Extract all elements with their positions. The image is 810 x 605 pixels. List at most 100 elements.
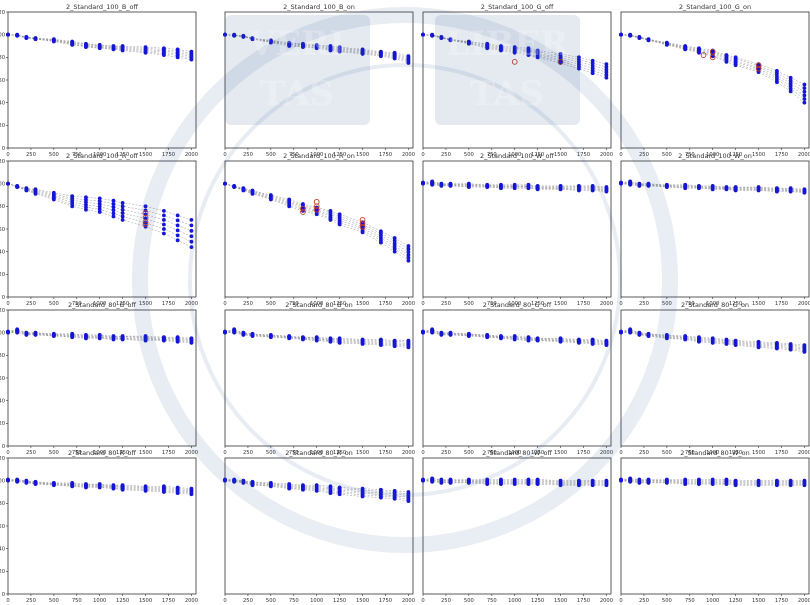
data-point [590,483,595,488]
data-point [162,490,166,494]
data-point [697,50,701,55]
x-tick-label: 1500 [554,301,567,307]
trend-line [224,331,409,345]
trend-line [7,183,192,242]
x-tick-label: 500 [662,450,672,456]
data-point [802,93,807,98]
x-tick-label: 500 [49,450,59,456]
trend-line [224,331,409,347]
x-tick-label: 500 [464,301,474,307]
data-point [697,482,701,486]
y-tick-label: 120 [0,159,5,165]
x-tick-label: 1250 [333,450,346,456]
data-point [619,181,623,186]
data-point [526,186,531,191]
x-tick-label: 1000 [310,598,323,604]
data-point [175,228,180,233]
data-point [577,340,581,345]
trend-line [422,182,607,190]
x-tick-label: 750 [685,152,695,158]
data-point [301,487,305,492]
data-point [646,334,651,338]
trend-line [224,330,409,344]
data-point [97,46,102,51]
data-point [604,70,609,75]
y-tick-label: 100 [0,32,5,38]
chart-panel: 2_Standard_80_G_on 0 250 500 750 1000 1250 1500… [619,301,810,456]
x-tick-label: 0 [6,152,9,158]
data-point [314,212,319,217]
x-tick-label: 0 [421,301,424,307]
outlier-point [359,220,366,227]
x-tick-label: 0 [619,598,622,604]
data-point [111,47,116,52]
data-point [111,208,116,213]
trend-line [7,34,192,60]
data-point [189,340,194,345]
data-point [637,36,642,40]
trend-line [8,479,192,489]
trend-line [620,34,805,93]
data-point [337,49,342,54]
x-tick-label: 0 [421,450,424,456]
trend-line [224,479,409,498]
plot-frame [224,11,414,149]
data-point [724,482,729,486]
data-point [683,482,688,486]
y-tick-label: 80 [0,55,5,61]
data-point [24,333,29,337]
outlier-point [511,59,518,65]
x-tick-label: 0 [223,152,226,158]
x-tick-label: 250 [26,598,36,604]
x-tick-label: 1000 [706,598,719,604]
trend-line [7,330,192,341]
x-tick-label: 1500 [752,152,765,158]
x-tick-label: 750 [289,301,299,307]
trend-line [7,331,192,342]
y-tick-label: 60 [0,376,5,382]
data-point [604,75,609,80]
data-point [111,198,116,203]
trend-line [224,329,409,341]
trend-line [422,329,607,342]
y-tick-label: 20 [0,569,5,575]
data-point [724,187,729,192]
trend-line [225,332,409,348]
data-point [223,32,227,37]
data-point [788,347,793,352]
data-point [392,496,397,501]
plot-frame [620,11,810,149]
x-tick-label: 1500 [356,152,369,158]
outlier-point [300,205,306,212]
x-tick-label: 1750 [775,450,788,456]
data-point [710,482,715,486]
trend-line [620,329,805,347]
y-tick-label: 40 [0,546,5,552]
data-point [788,483,793,488]
trend-line [422,183,607,192]
y-tick-label: 20 [0,123,5,129]
trend-line [422,331,607,344]
x-tick-label: 0 [421,598,424,604]
data-point [485,482,490,486]
outlier-point [300,209,306,215]
y-tick-label: 60 [0,524,5,530]
y-tick-label: 0 [2,295,5,301]
data-point [756,483,761,488]
y-tick-label: 20 [0,421,5,427]
data-point [33,191,38,196]
x-tick-label: 1500 [139,152,152,158]
data-point [120,218,125,222]
x-tick-label: 1500 [554,450,567,456]
data-point [143,338,148,343]
data-point [646,38,651,43]
plot-frame [422,309,612,447]
x-tick-label: 1500 [752,598,765,604]
trend-line [620,330,805,349]
data-point [406,255,411,260]
x-tick-label: 1500 [139,301,152,307]
data-point [97,210,102,214]
trend-line [224,34,409,60]
data-point [15,330,20,335]
trend-line [422,182,607,191]
